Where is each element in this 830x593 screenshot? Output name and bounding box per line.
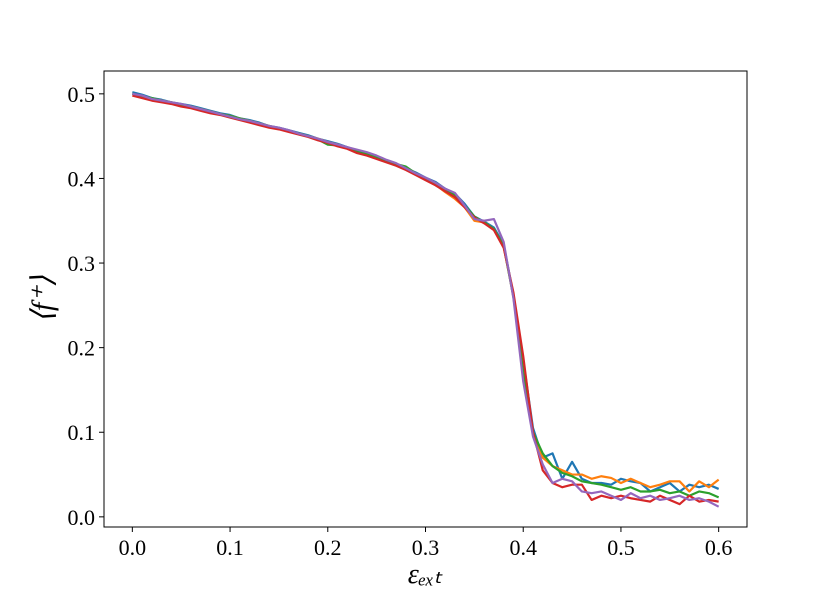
series-line bbox=[132, 92, 720, 499]
x-tick-label: 0.4 bbox=[509, 535, 537, 560]
y-tick-label: 0.3 bbox=[68, 251, 96, 276]
x-tick-label: 0.6 bbox=[705, 535, 733, 560]
series-line bbox=[132, 91, 720, 493]
y-tick-label: 0.1 bbox=[68, 420, 96, 445]
y-axis-label: ⟨f⁺⟩ bbox=[26, 275, 59, 323]
series-line bbox=[132, 94, 719, 506]
x-tick-label: 0.2 bbox=[314, 535, 342, 560]
x-tick-label: 0.3 bbox=[412, 535, 440, 560]
y-tick-label: 0.4 bbox=[68, 166, 96, 191]
x-tick-label: 0.1 bbox=[216, 535, 244, 560]
plot-frame bbox=[103, 70, 748, 528]
series-line bbox=[132, 92, 720, 508]
series-line bbox=[132, 92, 720, 493]
y-tick-label: 0.5 bbox=[68, 82, 96, 107]
x-tick-label: 0.0 bbox=[119, 535, 147, 560]
x-axis-label: εₑₓₜ bbox=[408, 559, 443, 590]
y-tick-label: 0.0 bbox=[68, 505, 96, 530]
x-tick-label: 0.5 bbox=[607, 535, 635, 560]
y-tick-label: 0.2 bbox=[68, 336, 96, 361]
